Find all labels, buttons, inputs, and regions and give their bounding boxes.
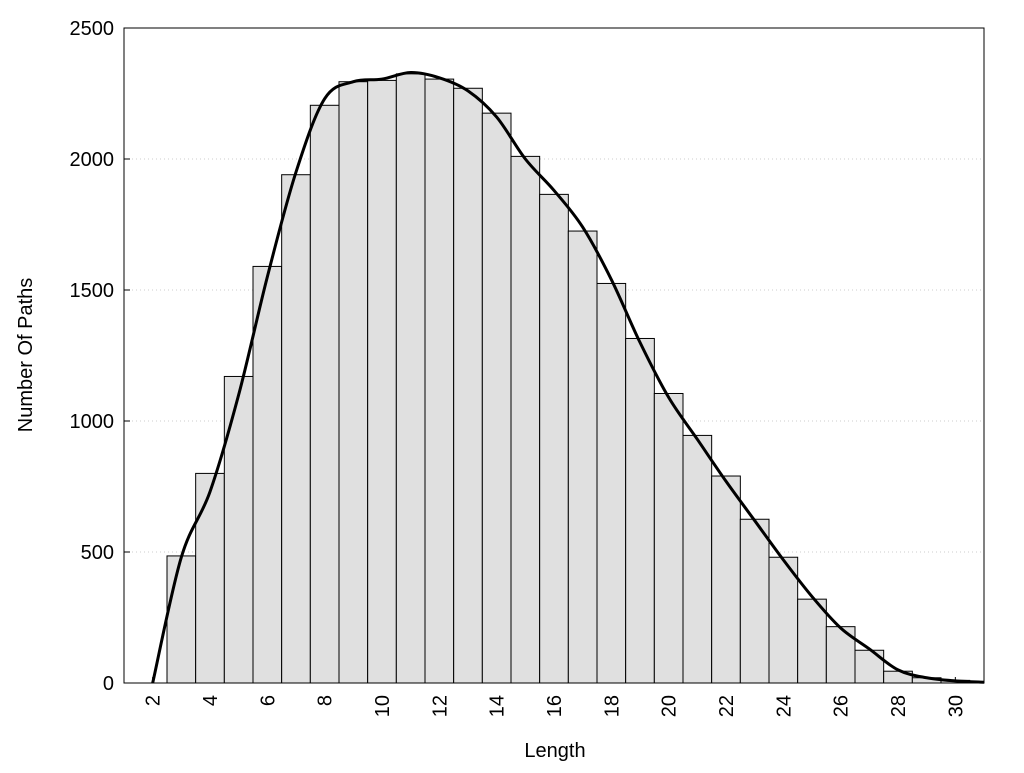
x-tick-label: 26 (831, 695, 853, 717)
bar (195, 472, 225, 684)
x-tick-label: 2 (143, 695, 165, 706)
x-tick-label: 6 (257, 695, 279, 706)
x-tick-label: 28 (888, 695, 910, 717)
bar (166, 555, 197, 684)
bar (539, 193, 569, 684)
plot-frame (123, 27, 985, 684)
bar (223, 375, 254, 684)
bar (309, 104, 340, 684)
bar (424, 78, 455, 684)
y-tick-label: 1000 (70, 411, 115, 433)
bar (797, 598, 827, 684)
y-tick-label: 1500 (70, 280, 115, 302)
x-tick-label: 16 (544, 695, 566, 717)
x-tick-label: 22 (716, 695, 738, 717)
y-tick-label: 500 (81, 542, 114, 564)
bar (252, 265, 283, 684)
bar (625, 337, 655, 684)
y-tick-label: 2000 (70, 149, 115, 171)
y-tick-label: 0 (103, 673, 114, 695)
bar (768, 556, 799, 684)
bar (739, 518, 770, 684)
x-tick-label: 18 (601, 695, 623, 717)
bar (653, 392, 684, 684)
x-tick-label: 14 (487, 695, 509, 717)
bar (596, 282, 627, 684)
bar (338, 81, 369, 684)
y-axis-label: Number Of Paths (15, 278, 37, 433)
x-tick-label: 12 (429, 695, 451, 717)
bar (711, 475, 741, 684)
x-axis-label: Length (524, 740, 585, 762)
bar (367, 79, 397, 684)
density-curve (151, 71, 985, 684)
bar (395, 73, 426, 684)
x-tick-label: 4 (200, 695, 222, 706)
x-tick-label: 24 (773, 695, 795, 717)
bar (567, 230, 598, 684)
bar (453, 87, 483, 684)
bar (281, 174, 311, 684)
x-tick-label: 30 (945, 695, 967, 717)
y-tick-label: 2500 (70, 18, 115, 40)
x-tick-label: 10 (372, 695, 394, 717)
bar (682, 434, 713, 684)
bar (510, 155, 541, 684)
x-tick-label: 20 (659, 695, 681, 717)
bar (481, 112, 512, 684)
x-tick-label: 8 (315, 695, 337, 706)
